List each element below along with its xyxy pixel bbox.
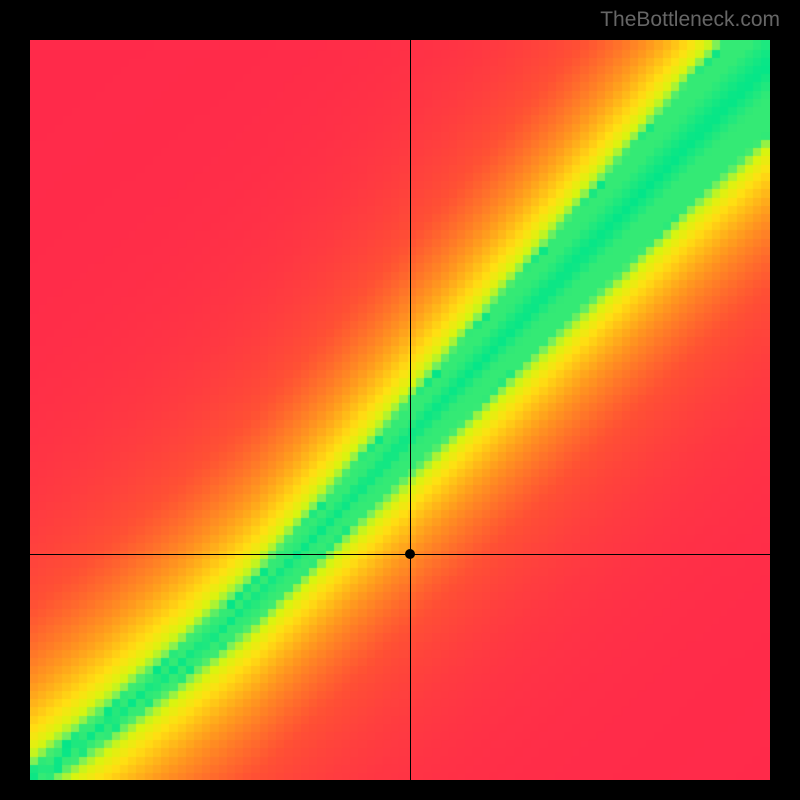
crosshair-vertical — [410, 40, 411, 780]
heatmap-canvas — [30, 40, 770, 780]
crosshair-horizontal — [30, 554, 770, 555]
watermark-text: TheBottleneck.com — [600, 8, 780, 32]
crosshair-marker — [405, 549, 415, 559]
heatmap-plot — [30, 40, 770, 780]
